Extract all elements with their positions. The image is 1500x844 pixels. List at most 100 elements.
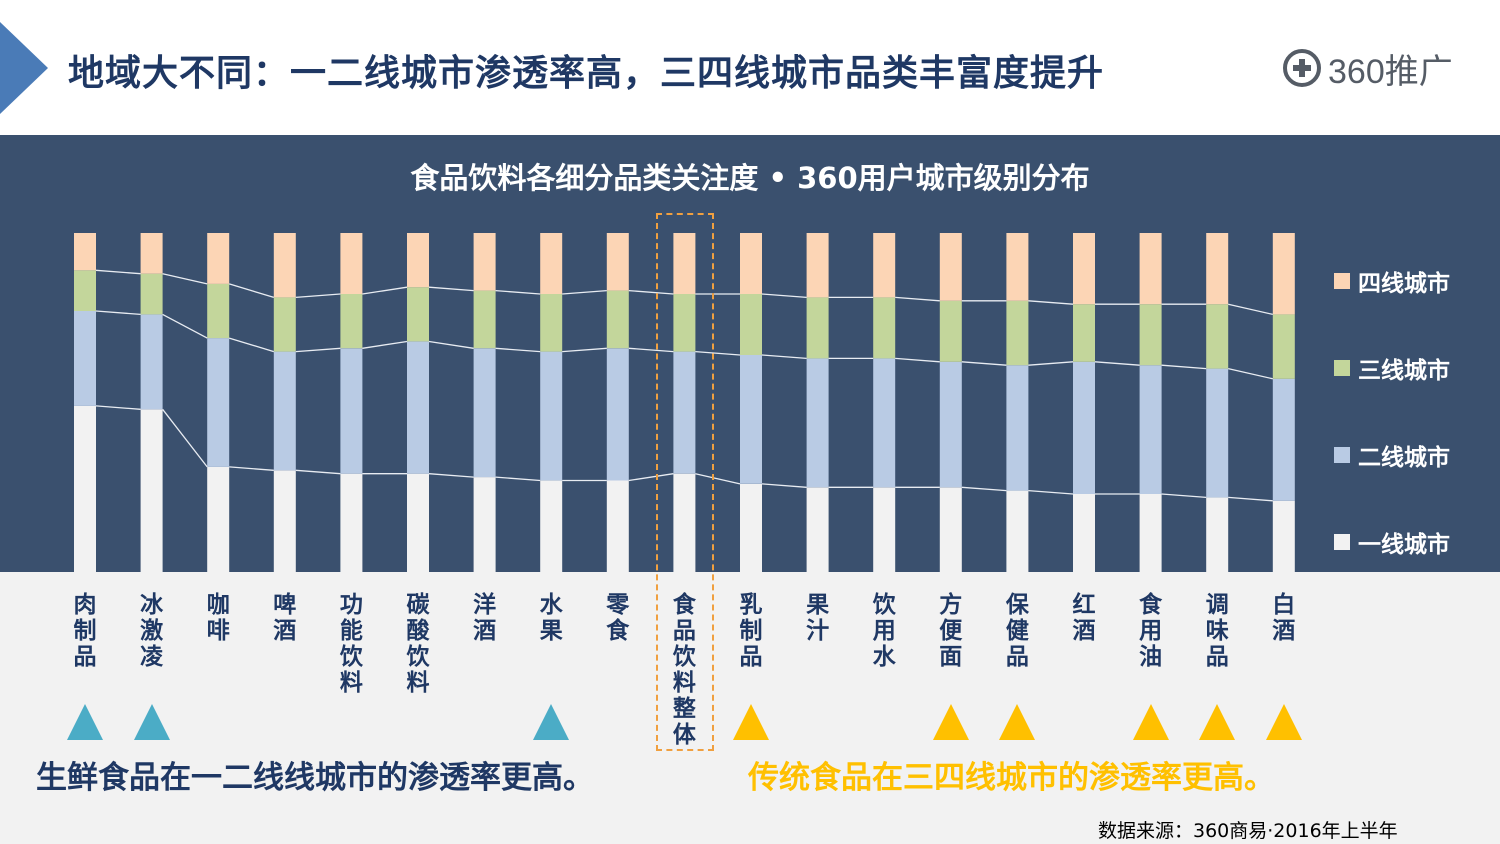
teal-triangle-icon [533, 704, 570, 740]
bar-segment-3-18 [1272, 314, 1295, 379]
bar-segment-3-11 [806, 297, 829, 359]
bar-segment-4-2 [207, 233, 230, 284]
logo-text: 360推广 [1328, 52, 1453, 91]
category-label: 食用油 [1139, 592, 1163, 670]
gold-triangle-icon [1265, 704, 1302, 740]
series-connector-line [428, 286, 474, 292]
highlight-box-overall [656, 213, 714, 751]
bar-segment-4-13 [939, 233, 962, 301]
series-connector-line [562, 347, 607, 353]
bar-segment-4-15 [1073, 233, 1095, 305]
series-connector-line [628, 347, 674, 353]
series-connector-line [1228, 367, 1273, 380]
bar-segment-4-17 [1206, 233, 1229, 305]
bar-segment-4-1 [140, 233, 163, 274]
category-label: 乳制品 [739, 592, 763, 670]
legend-item: 一线城市 [1334, 525, 1450, 559]
bar-segment-2-7 [540, 351, 563, 481]
series-connector-line [295, 469, 341, 475]
bar-segment-3-0 [74, 270, 96, 311]
series-connector-line [229, 337, 274, 353]
bar-segment-4-18 [1272, 233, 1295, 315]
bar-segment-2-10 [740, 355, 762, 484]
bar-segment-1-7 [540, 480, 563, 572]
bar-segment-4-12 [873, 233, 896, 298]
bar-segment-3-17 [1206, 304, 1229, 369]
bar-segment-4-11 [806, 233, 829, 298]
chart-title: 食品饮料各细分品类关注度 • 360用户城市级别分布 [410, 161, 1090, 195]
category-label: 冰激凌 [140, 592, 164, 670]
bar-segment-4-14 [1006, 233, 1029, 301]
gold-triangle-icon [1132, 704, 1169, 740]
bar-segment-3-1 [140, 273, 163, 315]
bar-segment-3-5 [407, 287, 429, 342]
bar-segment-3-15 [1073, 304, 1095, 362]
series-connector-line [495, 289, 541, 295]
bar-segment-2-1 [140, 314, 163, 410]
teal-triangle-icon [67, 704, 103, 740]
series-connector-line [628, 289, 674, 295]
bar-segment-1-15 [1073, 494, 1095, 572]
bar-segment-1-8 [606, 480, 629, 572]
series-connector-line [961, 361, 1007, 366]
bar-segment-1-17 [1206, 497, 1229, 572]
series-connector-line [761, 293, 807, 299]
series-connector-line [895, 296, 940, 302]
series-connector-line [761, 483, 807, 488]
series-connector-line [961, 486, 1007, 492]
category-label: 肉制品 [73, 592, 97, 670]
bar-segment-2-5 [407, 341, 429, 474]
data-source: 数据来源：360商易·2016年上半年 [1098, 820, 1398, 842]
legend-item: 三线城市 [1334, 351, 1450, 385]
brand-logo: 360推广 [1282, 42, 1453, 94]
series-connector-line [428, 473, 474, 478]
bar-segment-4-7 [540, 233, 563, 294]
series-connector-line [761, 354, 807, 360]
category-label: 红酒 [1072, 592, 1096, 644]
category-label: 咖啡 [206, 592, 230, 644]
bar-segment-1-18 [1272, 500, 1295, 572]
series-connector-line [1228, 496, 1273, 502]
legend-swatch [1334, 447, 1350, 463]
legend-swatch [1334, 360, 1350, 376]
plus-circle-icon [1283, 49, 1321, 87]
bar-segment-1-11 [806, 487, 829, 573]
series-connector-line [1028, 489, 1074, 495]
gold-triangle-icon [932, 704, 969, 740]
series-connector-line [562, 289, 607, 295]
bar-segment-1-1 [140, 409, 163, 572]
bar-segment-3-12 [873, 297, 896, 359]
legend-label: 三线城市 [1358, 358, 1450, 384]
category-label: 水果 [539, 592, 563, 644]
bar-segment-2-12 [873, 358, 896, 488]
category-label: 啤酒 [273, 592, 297, 644]
bar-segment-1-6 [473, 477, 496, 572]
header-arrow-decoration [0, 22, 48, 114]
bar-segment-2-14 [1006, 365, 1029, 491]
bar-segment-1-16 [1139, 494, 1162, 572]
series-connector-line [95, 310, 141, 316]
gold-triangle-icon [1199, 704, 1236, 740]
series-connector-line [295, 347, 341, 353]
series-connector-line [95, 269, 141, 275]
category-label: 白酒 [1272, 592, 1296, 644]
bar-segment-2-0 [74, 311, 96, 406]
bar-segment-4-5 [407, 233, 429, 288]
bar-segment-4-3 [273, 233, 296, 298]
bar-segment-3-3 [273, 297, 296, 352]
teal-triangle-icon [133, 704, 170, 740]
bar-segment-4-0 [74, 233, 96, 271]
legend-swatch [1334, 273, 1350, 289]
series-connector-line [162, 273, 208, 285]
series-connector-line [95, 405, 141, 410]
legend-label: 一线城市 [1358, 532, 1450, 558]
bar-segment-3-2 [207, 283, 230, 339]
legend-item: 二线城市 [1334, 438, 1450, 472]
bar-segment-2-15 [1073, 361, 1095, 494]
bar-segment-4-9 [673, 233, 696, 294]
series-connector-line [229, 283, 274, 299]
series-connector-line [229, 466, 274, 471]
gold-triangle-icon [999, 704, 1036, 740]
category-label: 方便面 [939, 592, 963, 670]
bar-segment-4-16 [1139, 233, 1162, 305]
